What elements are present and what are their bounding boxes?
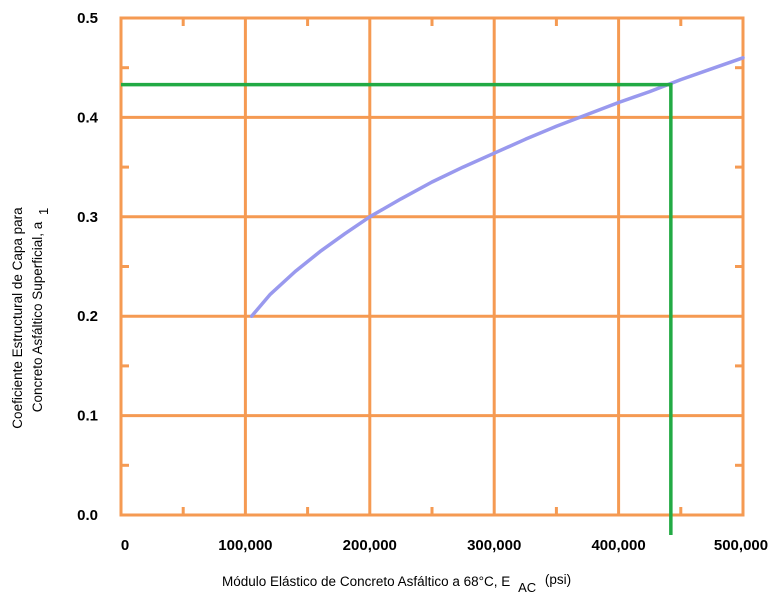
x-tick-label: 200,000 xyxy=(343,537,397,554)
y-axis-label-line2: Concreto Asfáltico Superficial, a 1 xyxy=(30,208,51,413)
y-axis-label-subscript: 1 xyxy=(36,208,51,215)
y-tick-label: 0.0 xyxy=(77,507,98,524)
x-axis-label-main: Módulo Elástico de Concreto Asfáltico a … xyxy=(222,574,510,589)
x-axis-label-unit: (psi) xyxy=(545,572,571,587)
x-tick-label: 400,000 xyxy=(591,537,645,554)
series-group xyxy=(249,56,745,318)
x-tick-label: 300,000 xyxy=(467,537,521,554)
tick-marks xyxy=(121,18,743,515)
x-tick-labels: 0 100,000 200,000 300,000 400,000 500,000 xyxy=(121,537,768,554)
y-tick-label: 0.4 xyxy=(77,109,99,126)
series-line xyxy=(249,56,745,318)
y-axis-label-line1-text: Coeficiente Estructural de Capa para xyxy=(10,207,25,429)
y-tick-labels: 0.0 0.1 0.2 0.3 0.4 0.5 xyxy=(77,10,99,524)
y-tick-label: 0.2 xyxy=(77,308,98,325)
x-axis-label: Módulo Elástico de Concreto Asfáltico a … xyxy=(222,572,571,595)
reference-lines xyxy=(121,82,673,535)
y-axis-label-line2-text: Concreto Asfáltico Superficial, a xyxy=(30,221,45,412)
x-tick-label: 500,000 xyxy=(714,537,768,554)
x-tick-label: 0 xyxy=(121,537,129,554)
x-tick-label: 100,000 xyxy=(218,537,272,554)
y-tick-label: 0.1 xyxy=(77,408,98,425)
y-tick-label: 0.3 xyxy=(77,209,98,226)
y-tick-label: 0.5 xyxy=(77,10,98,27)
x-axis-label-subscript: AC xyxy=(518,580,536,595)
y-axis-label-line1: Coeficiente Estructural de Capa para xyxy=(10,207,25,429)
